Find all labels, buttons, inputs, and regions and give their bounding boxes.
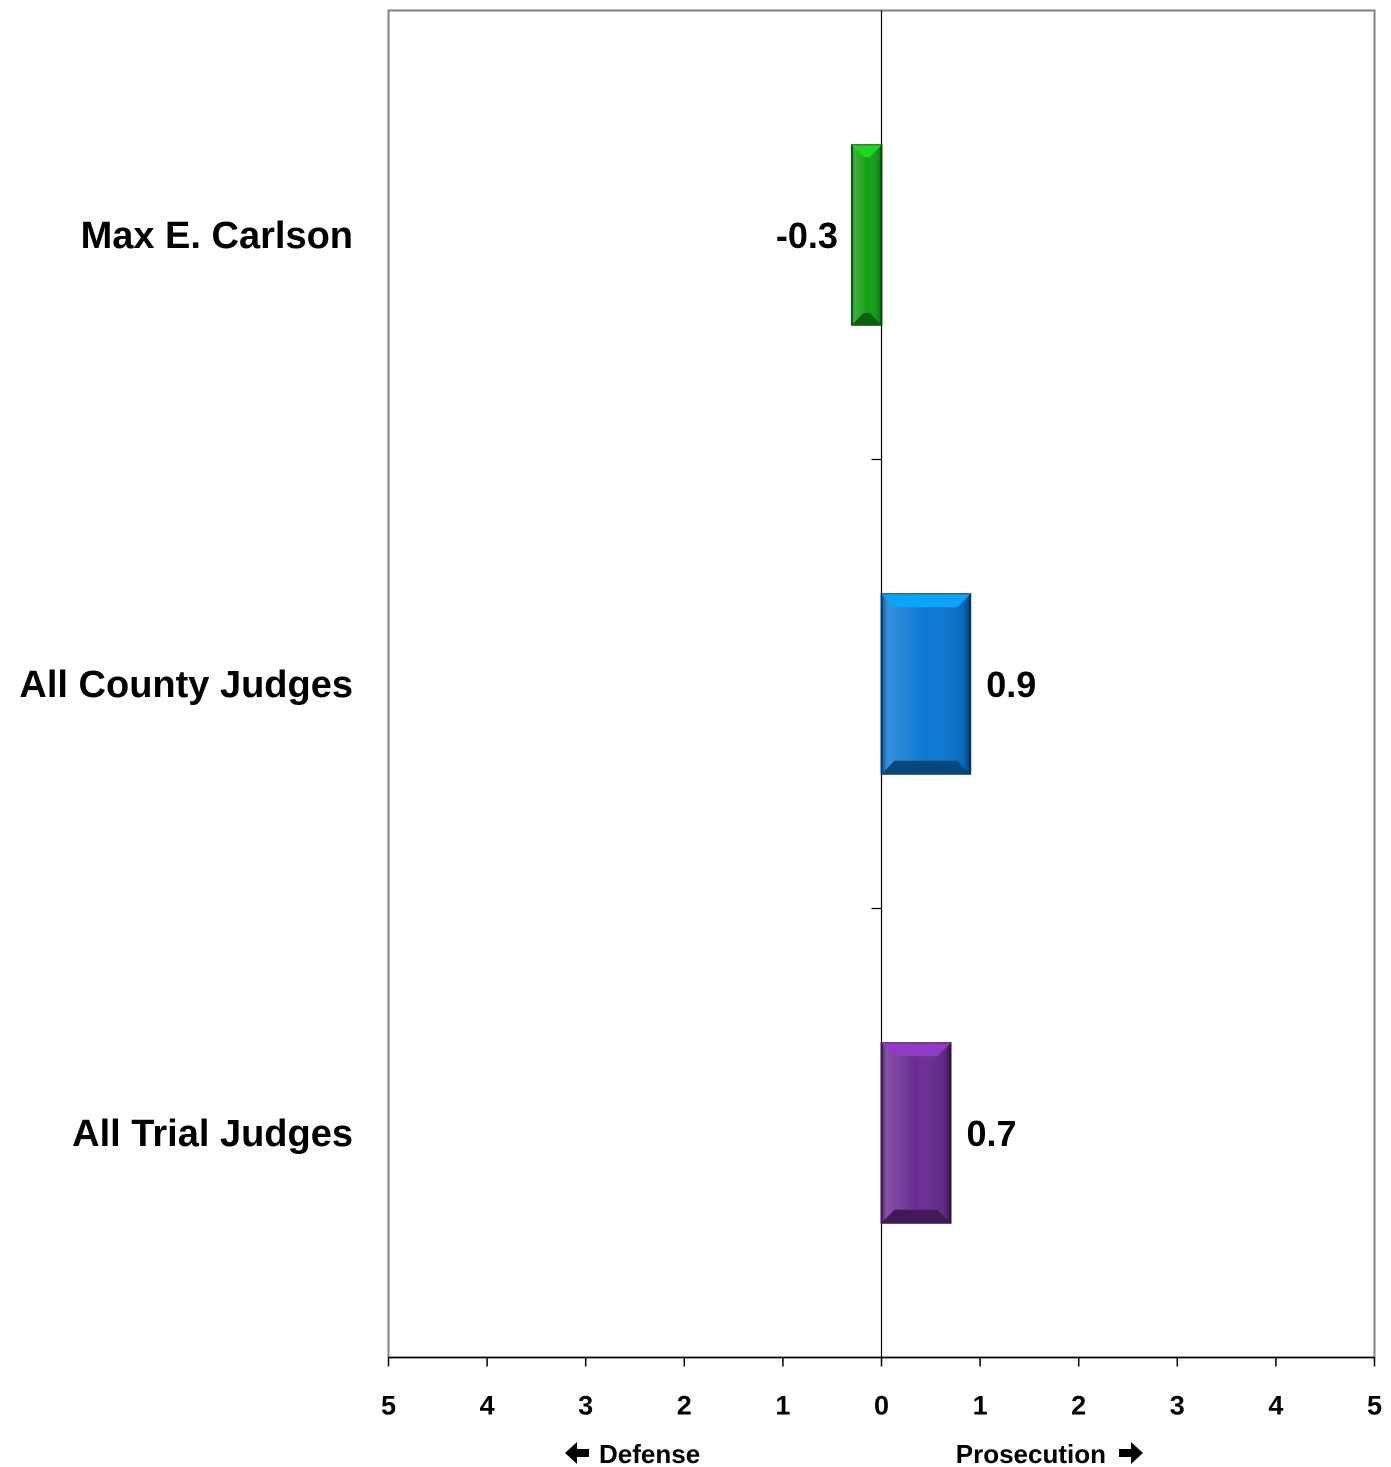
arrow-right-icon: [1119, 1442, 1143, 1464]
x-tick-label: 5: [381, 1391, 396, 1421]
category-label: Max E. Carlson: [81, 215, 353, 257]
bar: [850, 144, 883, 326]
defense-label: Defense: [599, 1439, 700, 1467]
x-tick-label: 4: [480, 1391, 495, 1421]
bar: [880, 593, 972, 775]
x-tick-label: 3: [1170, 1391, 1185, 1421]
labels: 5 4 3 2 1 0 1 2 3 4 5 Max E. Carlson -0.3 All County …: [19, 215, 1382, 1421]
x-tick-label: 4: [1268, 1391, 1283, 1421]
arrow-left-icon: [565, 1442, 589, 1464]
data-label: 0.7: [967, 1113, 1017, 1154]
defense-direction: Defense: [565, 1439, 700, 1467]
x-tick-label: 0: [874, 1391, 889, 1421]
x-tick-label: 3: [578, 1391, 593, 1421]
x-tick-label: 2: [677, 1391, 692, 1421]
x-tick-label: 5: [1367, 1391, 1382, 1421]
prosecution-direction: Prosecution: [956, 1439, 1143, 1467]
bar: [880, 1042, 952, 1224]
bars: [850, 144, 972, 1224]
prosecution-label: Prosecution: [956, 1439, 1106, 1467]
x-tick-label: 1: [775, 1391, 790, 1421]
category-label: All County Judges: [19, 664, 353, 706]
category-label: All Trial Judges: [72, 1113, 353, 1155]
x-tick-label: 2: [1071, 1391, 1086, 1421]
x-tick-label: 1: [973, 1391, 988, 1421]
data-label: -0.3: [776, 215, 838, 256]
data-label: 0.9: [986, 664, 1036, 705]
direction-labels: Defense Prosecution: [565, 1439, 1143, 1467]
